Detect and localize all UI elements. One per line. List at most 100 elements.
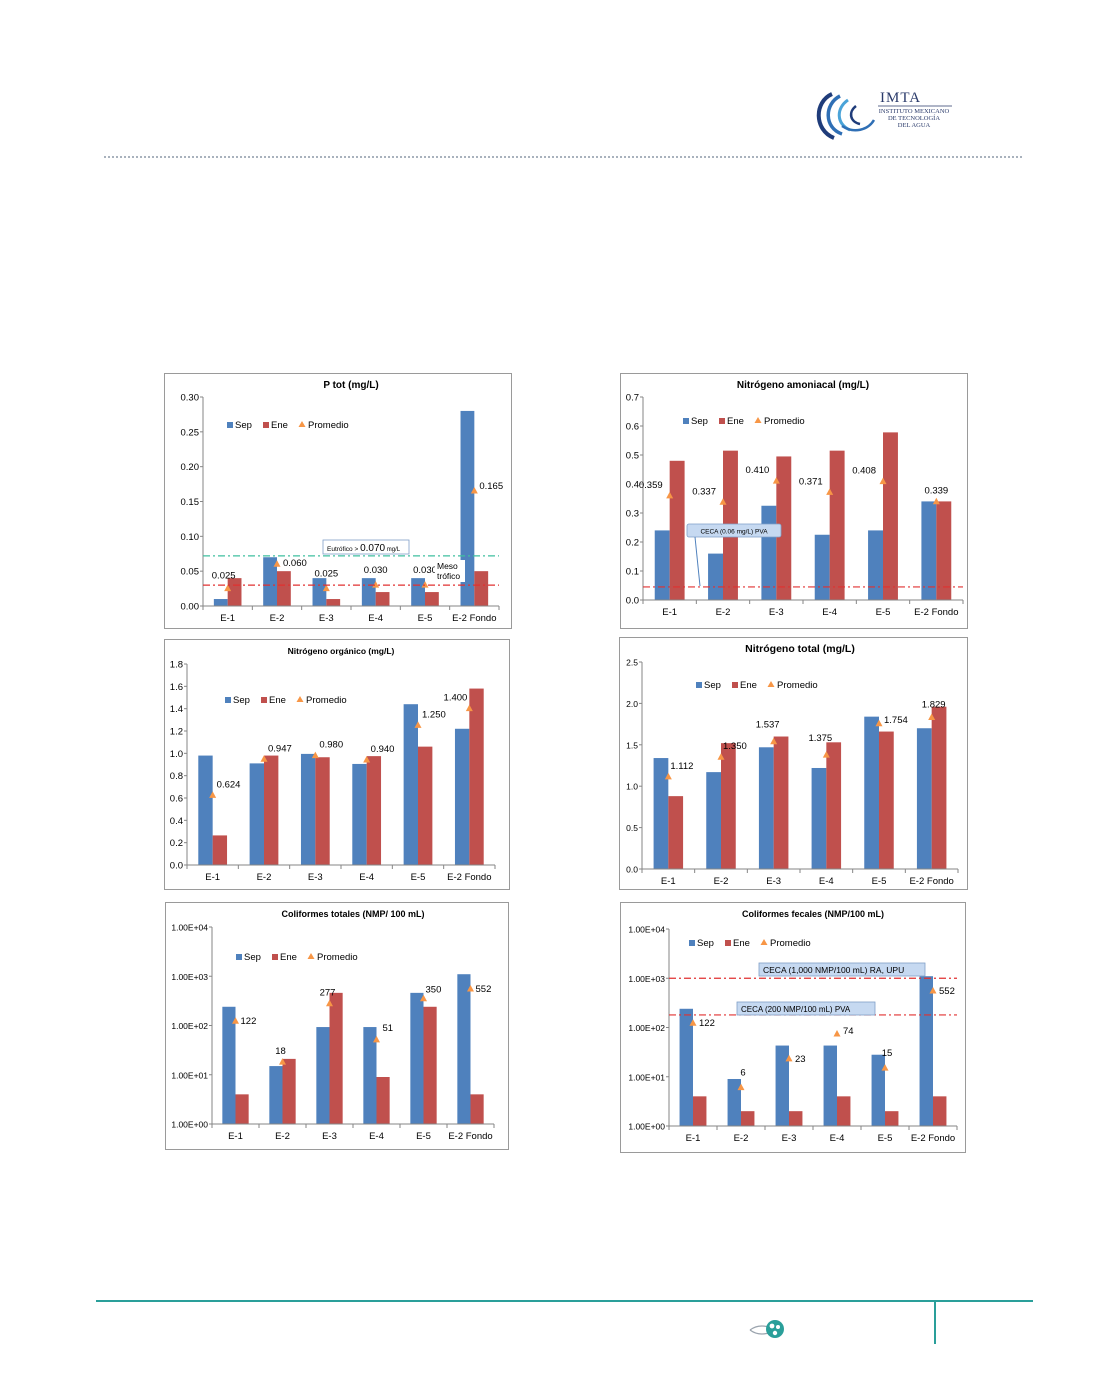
bar-sep [679, 1008, 693, 1126]
chart-canvas: Nitrógeno amoniacal (mg/L) 0.0 0.1 0.2 0.3 0.… [626, 380, 964, 618]
y-tick-label: 0.6 [170, 794, 183, 805]
bar-ene [776, 456, 792, 600]
y-tick-label: 1.00E+02 [171, 1021, 208, 1031]
annotation-ceca-ra: CECA (1,000 NMP/100 mL) RA, UPU [763, 965, 904, 975]
legend-swatch-promedio [307, 953, 315, 959]
chart-nitrogeno-organico: Nitrógeno orgánico (mg/L) 0.0 0.2 0.4 0.6 0.8… [164, 639, 510, 890]
y-tick-label: 0.30 [181, 393, 200, 404]
promedio-marker [279, 1058, 286, 1065]
header-divider [104, 156, 1022, 158]
y-tick-label: 1.00E+01 [171, 1070, 208, 1080]
legend-swatch-ene [719, 418, 725, 424]
bar-sep [403, 704, 418, 865]
x-tick-label: E-3 [782, 1133, 797, 1144]
promedio-marker [414, 721, 422, 728]
bar-ene [375, 592, 390, 606]
y-tick-label: 0.1 [626, 567, 639, 578]
promedio-marker [826, 488, 834, 495]
y-tick-label: 0.0 [626, 596, 639, 607]
bar-ene [423, 1006, 437, 1124]
promedio-marker [664, 772, 672, 780]
bar-sep [363, 1027, 377, 1124]
bar-ene [474, 571, 489, 606]
y-tick-label: 1.00E+00 [171, 1120, 208, 1130]
promedio-marker [737, 1083, 745, 1091]
promedio-marker [467, 984, 474, 992]
bar-ene [721, 743, 736, 869]
promedio-marker [470, 487, 478, 494]
legend: Sep Ene Promedio [225, 695, 347, 706]
bar-ene [315, 757, 330, 865]
promedio-label: 277 [320, 988, 336, 999]
promedio-label: 0.025 [314, 569, 338, 580]
legend-swatch-ene [263, 422, 269, 428]
promedio-label: 1.400 [444, 693, 468, 704]
x-tick-label: E-4 [368, 613, 383, 624]
y-tick-label: 1.00E+04 [171, 923, 208, 933]
legend-swatch-ene [272, 954, 278, 960]
bar-ene [883, 432, 898, 600]
y-tick-label: 1.6 [170, 682, 183, 693]
bar-sep [222, 1006, 236, 1124]
x-tick-label: E-4 [359, 872, 374, 883]
y-tick-label: 0.0 [626, 865, 638, 875]
y-tick-label: 0.10 [181, 532, 200, 543]
bar-ene [826, 742, 842, 869]
chart-canvas: P tot (mg/L) 0.00 0.05 0.10 0.15 0.20 0.25 0.30… [181, 380, 504, 624]
promedio-label: 0.980 [319, 740, 343, 751]
bar-ene [829, 450, 845, 600]
promedio-marker [372, 581, 380, 588]
promedio-label: 1.250 [422, 709, 446, 720]
bar-ene [931, 706, 947, 869]
bar-sep [871, 1054, 885, 1126]
legend: Sep Ene Promedio [236, 952, 358, 963]
annotation-ceca-pva: CECA (200 NMP/100 mL) PVA [741, 1005, 851, 1014]
y-tick-label: 1.0 [626, 782, 638, 792]
legend: Sep Ene Promedio [696, 680, 818, 691]
promedio-label: 6 [740, 1068, 745, 1079]
annotation-box [758, 962, 926, 977]
bar-ene [227, 578, 242, 606]
promedio-marker [770, 737, 778, 745]
bar-sep [811, 767, 827, 869]
bar-ene [425, 592, 439, 606]
promedio-label: 350 [426, 985, 442, 996]
bar-sep [868, 530, 883, 600]
y-tick-label: 1.8 [170, 660, 183, 671]
x-tick-label: E-5 [416, 1131, 431, 1142]
legend-swatch-sep [683, 418, 689, 424]
legend-swatch-promedio [760, 939, 768, 945]
y-tick-label: 0.5 [626, 823, 638, 833]
promedio-label: 0.359 [639, 480, 663, 491]
y-tick-label: 2.5 [626, 658, 638, 668]
promedio-marker [224, 584, 232, 592]
promedio-marker [875, 719, 883, 727]
chart-coliformes-fecales: Coliformes fecales (NMP/100 mL) 1.00E+00 1… [620, 902, 966, 1153]
legend-label: Promedio [306, 695, 347, 706]
legend-label: Ene [733, 938, 750, 949]
bar-sep [727, 1079, 741, 1126]
x-tick-label: E-3 [766, 876, 781, 887]
bar-sep [312, 578, 327, 606]
y-tick-label: 1.00E+02 [628, 1023, 665, 1033]
bar-sep [269, 1066, 283, 1124]
legend-swatch-promedio [767, 681, 775, 687]
legend-label: Sep [697, 938, 714, 949]
promedio-marker [717, 753, 725, 760]
annotation-box [736, 1001, 876, 1016]
x-tick-label: E-1 [686, 1133, 701, 1144]
annotation-ceca: CECA (0.06 mg/L) PVA [700, 529, 768, 536]
bar-ene [282, 1058, 296, 1124]
bar-ene [418, 746, 433, 865]
promedio-label: 1.112 [670, 761, 693, 772]
promedio-label: 23 [795, 1054, 806, 1065]
chart-canvas: Coliformes totales (NMP/ 100 mL) 1.00E+00… [171, 909, 495, 1142]
legend-label: Ene [740, 680, 757, 691]
legend-swatch-sep [236, 954, 242, 960]
promedio-label: 122 [699, 1018, 715, 1029]
x-tick-label: E-2 Fondo [448, 1131, 492, 1142]
y-tick-label: 0.15 [181, 497, 200, 508]
bar-ene [470, 1094, 484, 1124]
bar-sep [814, 534, 830, 600]
legend-label: Promedio [764, 416, 805, 427]
